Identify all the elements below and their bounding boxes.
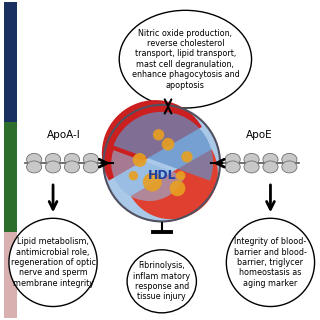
- Wedge shape: [131, 149, 218, 219]
- Circle shape: [153, 129, 164, 140]
- Ellipse shape: [263, 161, 278, 173]
- Ellipse shape: [64, 153, 79, 165]
- Text: ApoA-I: ApoA-I: [47, 130, 81, 140]
- Text: HDL: HDL: [148, 169, 176, 182]
- Text: Lipid metabolism,
antimicrobial role,
regeneration of optic
nerve and sperm
memb: Lipid metabolism, antimicrobial role, re…: [11, 237, 96, 288]
- Ellipse shape: [127, 250, 196, 313]
- Circle shape: [176, 171, 185, 180]
- Ellipse shape: [64, 161, 79, 173]
- Circle shape: [181, 151, 193, 163]
- Ellipse shape: [27, 153, 42, 165]
- Bar: [4, 3, 17, 122]
- Ellipse shape: [83, 161, 99, 173]
- Text: Fibrinolysis,
inflam matory
response and
tissue injury: Fibrinolysis, inflam matory response and…: [133, 261, 190, 301]
- Text: ApoE: ApoE: [246, 130, 273, 140]
- Ellipse shape: [226, 218, 315, 307]
- Bar: [4, 232, 17, 317]
- Circle shape: [133, 153, 147, 167]
- Text: Nitric oxide production,
reverse cholesterol
transport, lipid transport,
mast ce: Nitric oxide production, reverse cholest…: [132, 29, 239, 90]
- Ellipse shape: [83, 153, 99, 165]
- Text: Integrity of blood-
barrier and blood-
barrier, triglycer
homeostasis as
aging m: Integrity of blood- barrier and blood- b…: [234, 237, 307, 288]
- Wedge shape: [111, 150, 185, 201]
- Ellipse shape: [244, 161, 259, 173]
- Circle shape: [103, 105, 220, 221]
- Ellipse shape: [9, 218, 97, 307]
- Wedge shape: [102, 100, 202, 180]
- Ellipse shape: [45, 153, 60, 165]
- Ellipse shape: [225, 153, 240, 165]
- Ellipse shape: [282, 153, 297, 165]
- Wedge shape: [114, 112, 213, 181]
- Circle shape: [129, 171, 138, 180]
- Circle shape: [143, 172, 162, 191]
- Circle shape: [170, 180, 185, 196]
- Ellipse shape: [282, 161, 297, 173]
- Ellipse shape: [225, 161, 240, 173]
- Ellipse shape: [27, 161, 42, 173]
- Circle shape: [162, 138, 174, 150]
- Ellipse shape: [45, 161, 60, 173]
- Ellipse shape: [263, 153, 278, 165]
- Ellipse shape: [244, 153, 259, 165]
- Ellipse shape: [119, 10, 252, 108]
- Bar: [4, 122, 17, 232]
